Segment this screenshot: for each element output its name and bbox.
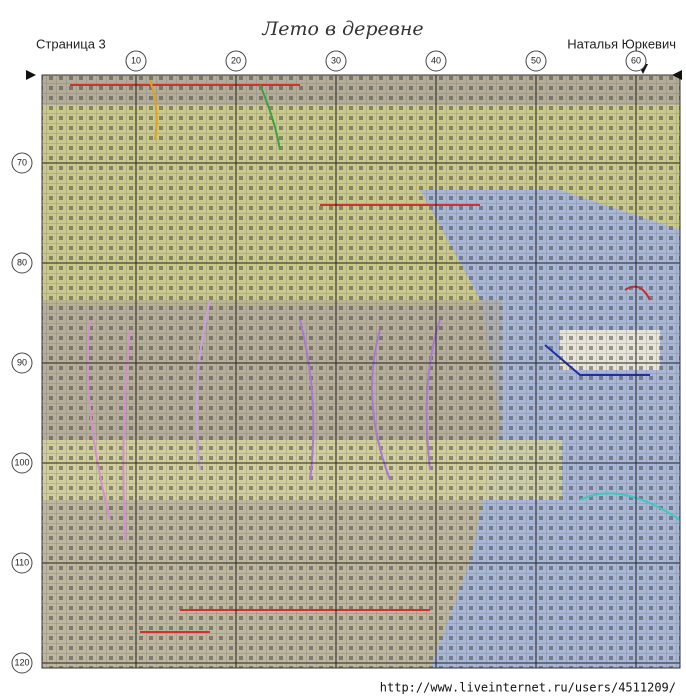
row-marker: [11, 352, 33, 374]
watermark-url: http://www.liveinternet.ru/users/4511209…: [380, 681, 676, 695]
row-number: 110: [15, 557, 29, 567]
column-marker: [525, 50, 547, 72]
pattern-title: Лето в деревне: [261, 18, 423, 40]
pattern-grid: [42, 75, 680, 668]
column-number: 60: [631, 55, 641, 65]
column-number: 50: [531, 55, 541, 65]
column-number: 30: [331, 55, 341, 65]
column-number: 40: [431, 55, 441, 65]
page-label: Страница 3: [36, 36, 106, 51]
row-number: 90: [17, 357, 27, 367]
column-number: 20: [231, 55, 241, 65]
row-number: 80: [17, 257, 27, 267]
column-marker: [425, 50, 447, 72]
column-marker: [125, 50, 147, 72]
row-number: 120: [14, 657, 29, 667]
column-marker: [325, 50, 347, 72]
row-marker: [11, 252, 33, 274]
column-number: 10: [131, 55, 141, 65]
row-number: 70: [17, 157, 27, 167]
column-marker: [625, 50, 647, 72]
row-number: 100: [14, 457, 29, 467]
row-marker: [11, 452, 33, 474]
column-marker: [225, 50, 247, 72]
row-marker: [11, 652, 33, 674]
author-label: Наталья Юркевич: [567, 36, 676, 51]
row-marker: [11, 552, 33, 574]
row-marker: [11, 152, 33, 174]
